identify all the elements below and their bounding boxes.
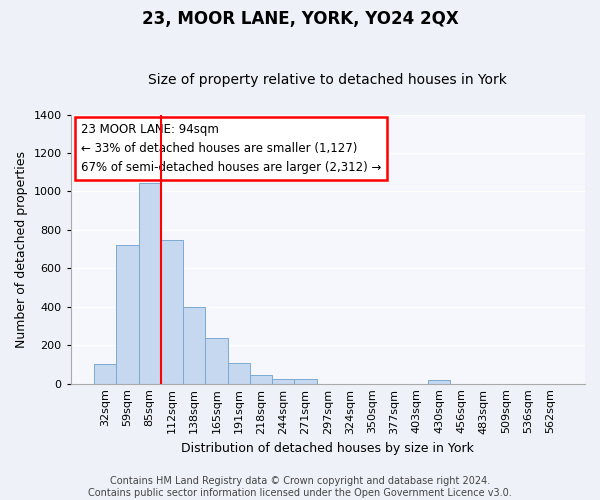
Text: 23, MOOR LANE, YORK, YO24 2QX: 23, MOOR LANE, YORK, YO24 2QX (142, 10, 458, 28)
Bar (227, 362, 250, 384)
Bar (205, 338, 227, 384)
Bar (139, 183, 161, 384)
Bar (116, 246, 139, 384)
Bar (250, 375, 272, 384)
Y-axis label: Number of detached properties: Number of detached properties (15, 150, 28, 348)
Title: Size of property relative to detached houses in York: Size of property relative to detached ho… (148, 73, 507, 87)
Bar (183, 307, 205, 384)
X-axis label: Distribution of detached houses by size in York: Distribution of detached houses by size … (181, 442, 474, 455)
Bar (295, 379, 317, 384)
Bar (161, 240, 183, 384)
Bar (428, 380, 451, 384)
Text: Contains HM Land Registry data © Crown copyright and database right 2024.
Contai: Contains HM Land Registry data © Crown c… (88, 476, 512, 498)
Bar (94, 364, 116, 384)
Bar (272, 379, 295, 384)
Text: 23 MOOR LANE: 94sqm
← 33% of detached houses are smaller (1,127)
67% of semi-det: 23 MOOR LANE: 94sqm ← 33% of detached ho… (81, 122, 382, 174)
